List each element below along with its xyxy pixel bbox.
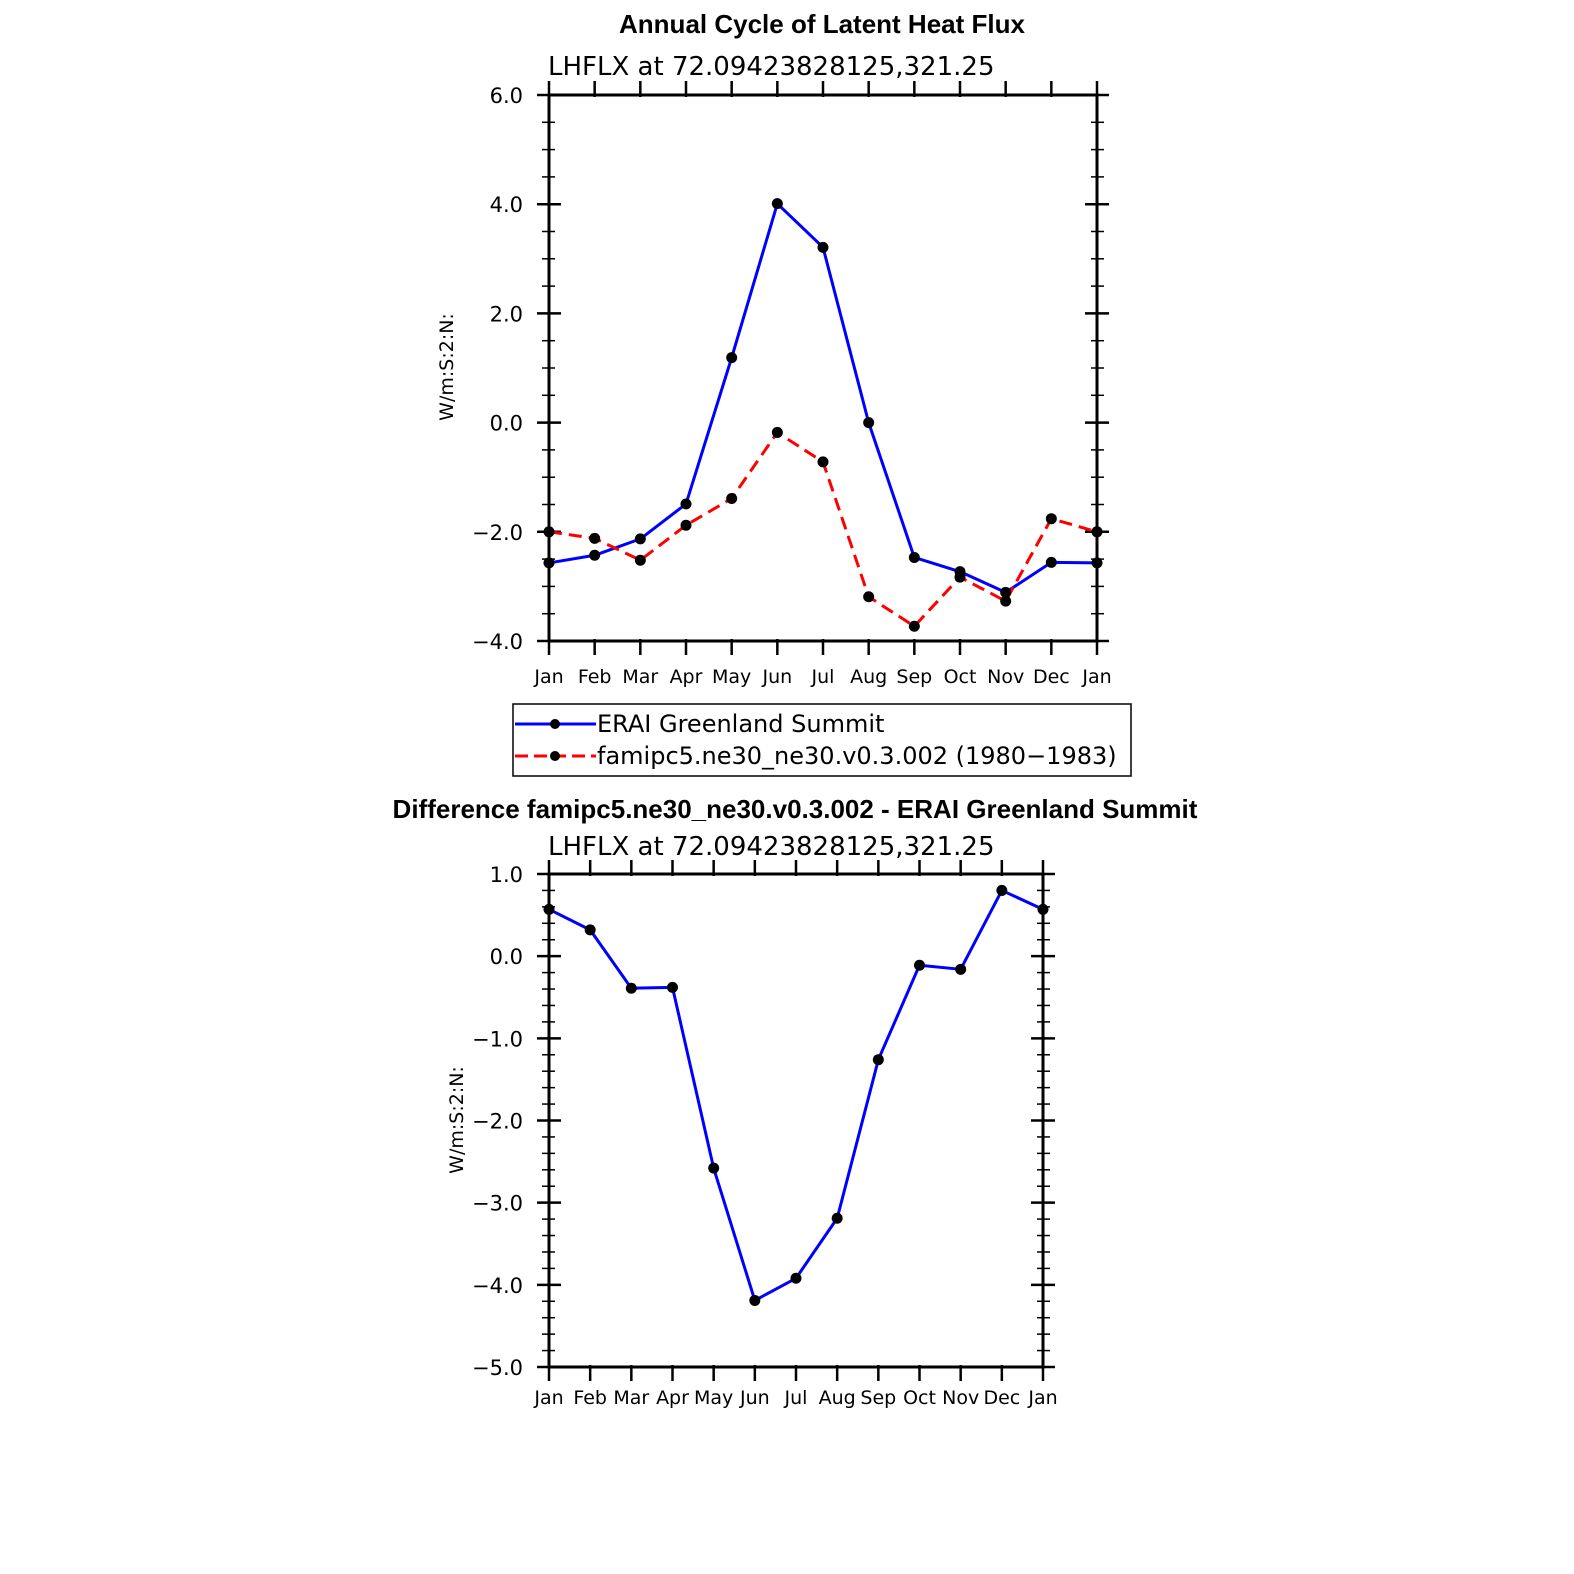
panel2-xtick-label: Aug [819,1387,856,1409]
panel1-xtick-label: Aug [850,666,887,688]
panel1-series-1-point [908,620,920,632]
panel2-xtick-label: Jan [533,1387,563,1409]
panel1-ytick-label: −4.0 [472,630,523,654]
panel1-series-1-point [817,456,829,468]
panel1-xtick-label: Apr [670,666,703,688]
panel1-xtick-label: Sep [896,666,932,688]
panel2-y-axis-label: W/m:S:2:N: [446,1066,468,1174]
panel2-xtick-label: Mar [613,1387,649,1409]
panel1-series-0-point [1000,586,1012,598]
panel1-xtick-label: Jan [533,666,563,688]
panel1-xtick-label: Oct [944,666,977,688]
panel1-xtick-label: Jul [811,666,835,688]
panel1-frame [547,93,1099,643]
panel2-xtick-label: Dec [983,1387,1020,1409]
panel2-subtitle: LHFLX at 72.09423828125,321.25 [548,832,995,862]
panel1-series-1-point [863,591,875,603]
panel1-series-0-point [863,417,875,429]
panel2-ytick-label: −5.0 [472,1356,523,1380]
legend-model-marker [550,751,560,761]
panel2-title: Difference famipc5.ne30_ne30.v0.3.002 - … [393,794,1198,824]
panel1-series-0-point [771,198,783,210]
legend-box [512,703,1132,777]
panel2-xtick-label: Sep [860,1387,896,1409]
panel1-series-0-point [908,551,920,563]
panel2-xtick-label: May [694,1387,733,1409]
legend-erai-label: ERAI Greenland Summit [597,710,884,738]
panel1-xtick-label: Nov [987,666,1024,688]
panel2-xtick-label: Apr [656,1387,689,1409]
panel1-title: Annual Cycle of Latent Heat Flux [619,9,1025,39]
legend-erai-marker [550,719,560,729]
panel1-subtitle: LHFLX at 72.09423828125,321.25 [548,52,995,82]
panel1-series-0-point [680,498,692,510]
panel1-series-1-point [1000,595,1012,607]
panel2-ytick-label: −4.0 [472,1274,523,1298]
panel1-series-1-point [954,571,966,583]
legend: ERAI Greenland Summit famipc5.ne30_ne30.… [512,703,1132,777]
panel1-ytick-label: 6.0 [490,84,523,108]
panel2-series-0-point [914,959,925,971]
panel1-series [543,198,1103,632]
panel2-xtick-label: Jun [739,1387,770,1409]
panel2-series-0-point [667,981,678,993]
panel2-ytick-label: 0.0 [490,945,523,969]
panel2-xtick-label: Oct [903,1387,936,1409]
panel2-frame [547,872,1045,1369]
panel1-series-1-point [634,554,646,566]
panel1-ytick-label: 4.0 [490,193,523,217]
panel2-series-0-point [831,1212,843,1224]
panel1-series-1-point [589,532,601,544]
panel1-axes: 6.0 4.0 2.0 0.0 −2.0 −4.0 Jan Feb Mar Apr May Jun Ju… [472,81,1112,688]
panel1-series-0-point [726,352,738,364]
panel1-ytick-label: 0.0 [490,412,523,436]
panel2-ytick-label: −3.0 [472,1192,523,1216]
panel2-series-0-point [996,884,1008,896]
panel1-xtick-label: Jan [1081,666,1111,688]
panel1-ytick-label: 2.0 [490,302,523,326]
panel2-xtick-label: Nov [942,1387,979,1409]
panel1-xtick-label: Feb [578,666,612,688]
panel1-series-1-point [1045,513,1057,525]
panel1-y-axis-label: W/m:S:2:N: [436,313,458,421]
panel1-series-1-point [726,492,738,504]
panel1-ytick-label: −2.0 [472,521,523,545]
panel2-xtick-label: Feb [573,1387,607,1409]
panel2-ytick-label: −1.0 [472,1027,523,1051]
panel2-series-0-point [625,982,637,994]
difference-panel: Difference famipc5.ne30_ne30.v0.3.002 - … [393,794,1198,1409]
panel2-series-0-point [708,1162,720,1174]
panel2-xtick-label: Jan [1027,1387,1057,1409]
panel1-series-0-point [817,241,829,253]
legend-model-label: famipc5.ne30_ne30.v0.3.002 (1980−1983) [597,742,1117,770]
panel1-series-1-point [680,519,692,531]
panel1-series-1-point [771,426,783,438]
panel1-xtick-label: Dec [1033,666,1070,688]
annual-cycle-panel: Annual Cycle of Latent Heat Flux LHFLX a… [436,9,1112,688]
panel1-xtick-label: Mar [622,666,658,688]
panel1-series-0-point [634,533,646,545]
panel2-series-0-point [872,1054,884,1066]
panel1-xtick-label: May [712,666,751,688]
panel1-series-0-point [1045,556,1057,568]
panel2-series-0-point [584,924,596,936]
panel2-ytick-label: −2.0 [472,1110,523,1134]
panel1-series-0-point [589,549,601,561]
panel2-series-0-point [955,963,967,975]
panel2-series-0-point [749,1294,761,1306]
panel2-series-0-point [790,1272,802,1284]
panel2-ytick-label: 1.0 [490,863,523,887]
panel1-xtick-label: Jun [761,666,792,688]
panel2-xtick-label: Jul [784,1387,808,1409]
